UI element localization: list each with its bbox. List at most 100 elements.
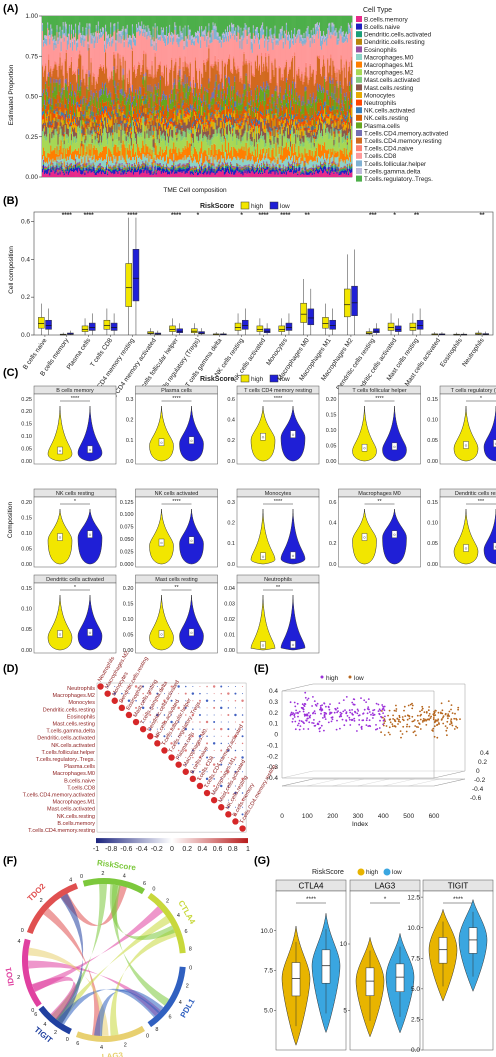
panel-a-bar-segment: [56, 32, 58, 67]
panel-a-bar-segment: [232, 98, 234, 114]
panel-a-bar-segment: [148, 137, 150, 141]
panel-a-bar-segment: [77, 167, 79, 173]
panel-a-bar-segment: [73, 167, 75, 173]
panel-a-bar-segment: [121, 77, 123, 81]
panel-a-bar-segment: [222, 114, 225, 119]
panel-a-bar-segment: [251, 170, 254, 177]
panel-a-bar-segment: [158, 164, 161, 166]
panel-a-bar-segment: [127, 126, 130, 137]
panel-a-bar-segment: [186, 41, 188, 48]
panel-a-bar-segment: [187, 25, 190, 27]
panel-a-bar-segment: [169, 122, 171, 129]
panel-a-bar-segment: [100, 89, 103, 95]
panel-a-bar-segment: [66, 118, 69, 123]
panel-a-bar-segment: [182, 147, 184, 158]
panel-a-bar-segment: [147, 90, 149, 102]
panel-a-bar-segment: [271, 114, 273, 121]
panel-a-bar-segment: [138, 118, 140, 121]
panel-a-bar-segment: [149, 97, 151, 111]
panel-a-bar-segment: [77, 104, 79, 108]
panel-a-bar-segment: [113, 164, 115, 166]
panel-a-bar-segment: [67, 174, 70, 177]
panel-a-bar-segment: [197, 109, 199, 116]
panel-a-bar-segment: [215, 81, 217, 87]
panel-a-bar-segment: [164, 166, 167, 169]
panel-a-bar-segment: [128, 131, 131, 137]
panel-a-bar-segment: [96, 166, 99, 168]
panel-a-bar-segment: [59, 16, 61, 27]
panel-a-bar-segment: [188, 165, 191, 171]
panel-a-bar-segment: [181, 79, 183, 104]
panel-a-bar-segment: [109, 16, 111, 39]
panel-a-bar-segment: [64, 171, 67, 177]
panel-a-bar-segment: [251, 163, 254, 165]
panel-a-bar-segment: [65, 160, 68, 165]
panel-a-bar-segment: [166, 122, 168, 130]
panel-a-bar-segment: [141, 21, 143, 25]
panel-a-bar-segment: [128, 165, 131, 168]
panel-a-bar-segment: [199, 161, 201, 165]
panel-a-bar-segment: [198, 164, 200, 169]
panel-a-bar-segment: [48, 164, 50, 167]
panel-a-bar-segment: [157, 154, 160, 159]
panel-a-bar-segment: [202, 16, 204, 32]
panel-a-bar-segment: [101, 168, 104, 171]
panel-a-bar-segment: [83, 47, 85, 78]
panel-a-bar-segment: [229, 172, 231, 174]
panel-a-bar-segment: [61, 31, 63, 39]
panel-a-bar-segment: [144, 95, 146, 109]
panel-a-bar-segment: [138, 16, 140, 23]
panel-a-bar-segment: [167, 111, 169, 119]
panel-a-bar-segment: [162, 73, 165, 78]
panel-a-bar-segment: [234, 174, 236, 177]
panel-a-bar-segment: [241, 140, 243, 147]
panel-a-bar-segment: [264, 155, 266, 160]
panel-a-bar-segment: [197, 127, 199, 137]
panel-a-bar-segment: [87, 169, 89, 172]
panel-a-bar-segment: [200, 115, 202, 119]
panel-a-bar-segment: [220, 127, 223, 137]
panel-a-bar-segment: [54, 166, 56, 170]
panel-a-bar-segment: [101, 150, 104, 161]
panel-a-bar-segment: [178, 166, 180, 168]
panel-a-bar-segment: [181, 166, 183, 168]
panel-a-bar-segment: [148, 169, 150, 173]
panel-a-bar-segment: [136, 164, 138, 167]
panel-a-bar-segment: [232, 113, 234, 125]
panel-a-bar-segment: [88, 155, 90, 161]
panel-a-bar-segment: [100, 16, 103, 33]
panel-a-bar-segment: [139, 35, 141, 63]
panel-a-bar-segment: [175, 146, 177, 161]
panel-a-bar-segment: [131, 127, 134, 149]
panel-a-bar-segment: [67, 149, 70, 160]
panel-a-bar-segment: [168, 157, 170, 164]
panel-a-bar-segment: [123, 173, 125, 177]
panel-a-bar-segment: [254, 102, 257, 107]
panel-a-bar-segment: [145, 160, 147, 162]
panel-a-bar-segment: [183, 118, 185, 123]
panel-a-bar-segment: [89, 110, 91, 115]
panel-a-bar-segment: [211, 98, 213, 105]
panel-a-bar-segment: [68, 94, 71, 102]
panel-a-bar-segment: [131, 167, 134, 169]
panel-a-bar-segment: [174, 168, 176, 170]
panel-a-bar-segment: [90, 163, 92, 165]
panel-a-bar-segment: [203, 36, 205, 60]
panel-a-bar-segment: [99, 168, 102, 172]
panel-a-bar-segment: [265, 170, 267, 177]
panel-a-bar-segment: [73, 172, 75, 177]
panel-a-bar-segment: [83, 137, 85, 145]
panel-a-bar-segment: [63, 89, 66, 116]
panel-a-bar-segment: [69, 110, 72, 113]
panel-a-bar-segment: [238, 169, 240, 172]
panel-a-bar-segment: [121, 172, 123, 177]
panel-a-bar-segment: [260, 135, 262, 139]
panel-a-bar-segment: [95, 81, 98, 91]
panel-a-bar-segment: [247, 148, 249, 161]
panel-a-bar-segment: [186, 66, 188, 77]
panel-a-bar-segment: [82, 69, 84, 99]
panel-a-bar-segment: [55, 172, 57, 177]
panel-a-bar-segment: [229, 132, 231, 153]
panel-a-bar-segment: [160, 35, 163, 73]
panel-a-bar-segment: [132, 130, 135, 144]
